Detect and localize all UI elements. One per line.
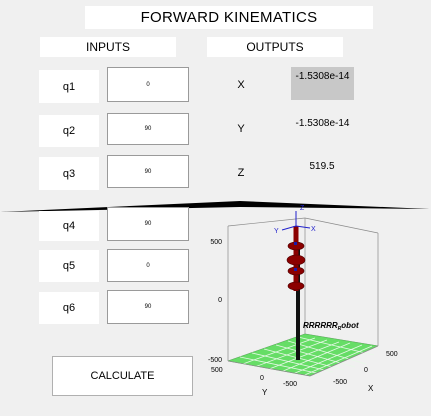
robot-name-label: RRRRRRRobot xyxy=(303,321,359,332)
q4-label: q4 xyxy=(39,211,99,241)
y-output-label: Y xyxy=(237,123,245,135)
frame-label-y: Y xyxy=(274,228,279,235)
q5-label: q5 xyxy=(39,250,99,282)
z-output-label: Z xyxy=(237,167,245,179)
z-tick-0: 0 xyxy=(218,297,222,304)
q6-input[interactable]: 90 xyxy=(107,290,189,324)
calculate-button[interactable]: CALCULATE xyxy=(52,356,193,396)
page-title: FORWARD KINEMATICS xyxy=(85,6,373,29)
robot-joints xyxy=(286,241,306,291)
x-output-value: -1.5308e-14 xyxy=(291,67,354,100)
frame-label-x: X xyxy=(311,226,316,233)
y-tick-0: 0 xyxy=(260,375,264,382)
q3-input[interactable]: 90 xyxy=(107,155,189,188)
q6-label: q6 xyxy=(39,292,99,324)
end-effector-frame xyxy=(281,211,311,231)
q1-label: q1 xyxy=(39,70,99,103)
frame-label-z: Z xyxy=(300,205,305,212)
y-output-value: -1.5308e-14 xyxy=(295,117,350,129)
z-tick-500: 500 xyxy=(210,239,222,246)
y-tick-neg500: -500 xyxy=(283,381,297,388)
x-axis-label: X xyxy=(368,384,374,393)
q1-input[interactable]: 0 xyxy=(107,67,189,102)
q2-label: q2 xyxy=(39,115,99,147)
q5-input[interactable]: 0 xyxy=(107,249,189,282)
x-output-label: X xyxy=(237,79,245,91)
robot-plot[interactable]: Z Y X RRRRRRRobot 500 0 -500 500 0 -500 … xyxy=(0,196,431,416)
y-axis-label: Y xyxy=(262,388,268,397)
x-tick-0: 0 xyxy=(364,367,368,374)
inputs-header: INPUTS xyxy=(40,37,176,57)
y-tick-500: 500 xyxy=(211,367,223,374)
x-tick-500: 500 xyxy=(386,351,398,358)
x-tick-neg500: -500 xyxy=(333,379,347,386)
q2-input[interactable]: 90 xyxy=(107,113,189,145)
z-output-value: 519.5 xyxy=(309,160,335,172)
outputs-header: OUTPUTS xyxy=(207,37,343,57)
q3-label: q3 xyxy=(39,157,99,190)
q4-input[interactable]: 90 xyxy=(107,207,189,241)
z-tick-neg500: -500 xyxy=(208,357,222,364)
joint-axis-markers xyxy=(294,242,297,271)
